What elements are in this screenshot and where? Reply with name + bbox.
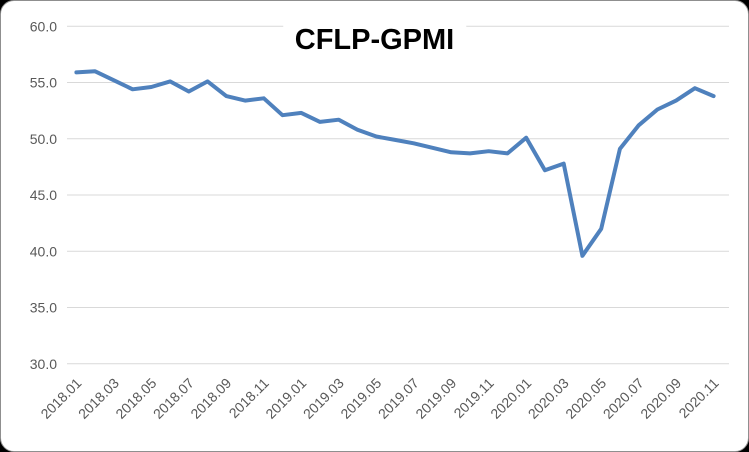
x-tick-label: 2018.03 <box>75 375 122 422</box>
y-tick-label: 60.0 <box>30 18 57 34</box>
gridlines <box>67 25 729 365</box>
y-tick-label: 50.0 <box>30 131 57 147</box>
y-axis-labels: 30.0 35.0 40.0 45.0 50.0 55.0 60.0 <box>30 18 57 372</box>
x-axis-labels: 2018.012018.032018.052018.072018.092018.… <box>37 375 722 422</box>
y-tick-label: 35.0 <box>30 300 57 316</box>
x-tick-label: 2018.07 <box>150 375 197 422</box>
x-tick-label: 2019.01 <box>262 375 309 422</box>
x-tick-label: 2019.05 <box>337 375 384 422</box>
x-tick-label: 2020.07 <box>600 375 647 422</box>
chart-title: CFLP-GPMI <box>282 22 467 58</box>
x-tick-label: 2018.05 <box>112 375 159 422</box>
x-tick-label: 2019.09 <box>412 375 459 422</box>
x-tick-label: 2020.11 <box>675 375 722 422</box>
y-tick-label: 40.0 <box>30 243 57 259</box>
x-tick-label: 2019.07 <box>375 375 422 422</box>
x-tick-label: 2018.09 <box>187 375 234 422</box>
y-tick-label: 55.0 <box>30 75 57 91</box>
y-tick-label: 45.0 <box>30 187 57 203</box>
x-tick-label: 2018.01 <box>37 375 84 422</box>
pmi-line <box>74 69 716 258</box>
x-tick-label: 2020.01 <box>487 375 534 422</box>
x-tick-label: 2020.05 <box>562 375 609 422</box>
y-tick-label: 30.0 <box>30 356 57 372</box>
data-series <box>74 69 716 258</box>
x-tick-label: 2020.09 <box>637 375 684 422</box>
x-tick-label: 2019.03 <box>300 375 347 422</box>
x-tick-label: 2020.03 <box>525 375 572 422</box>
